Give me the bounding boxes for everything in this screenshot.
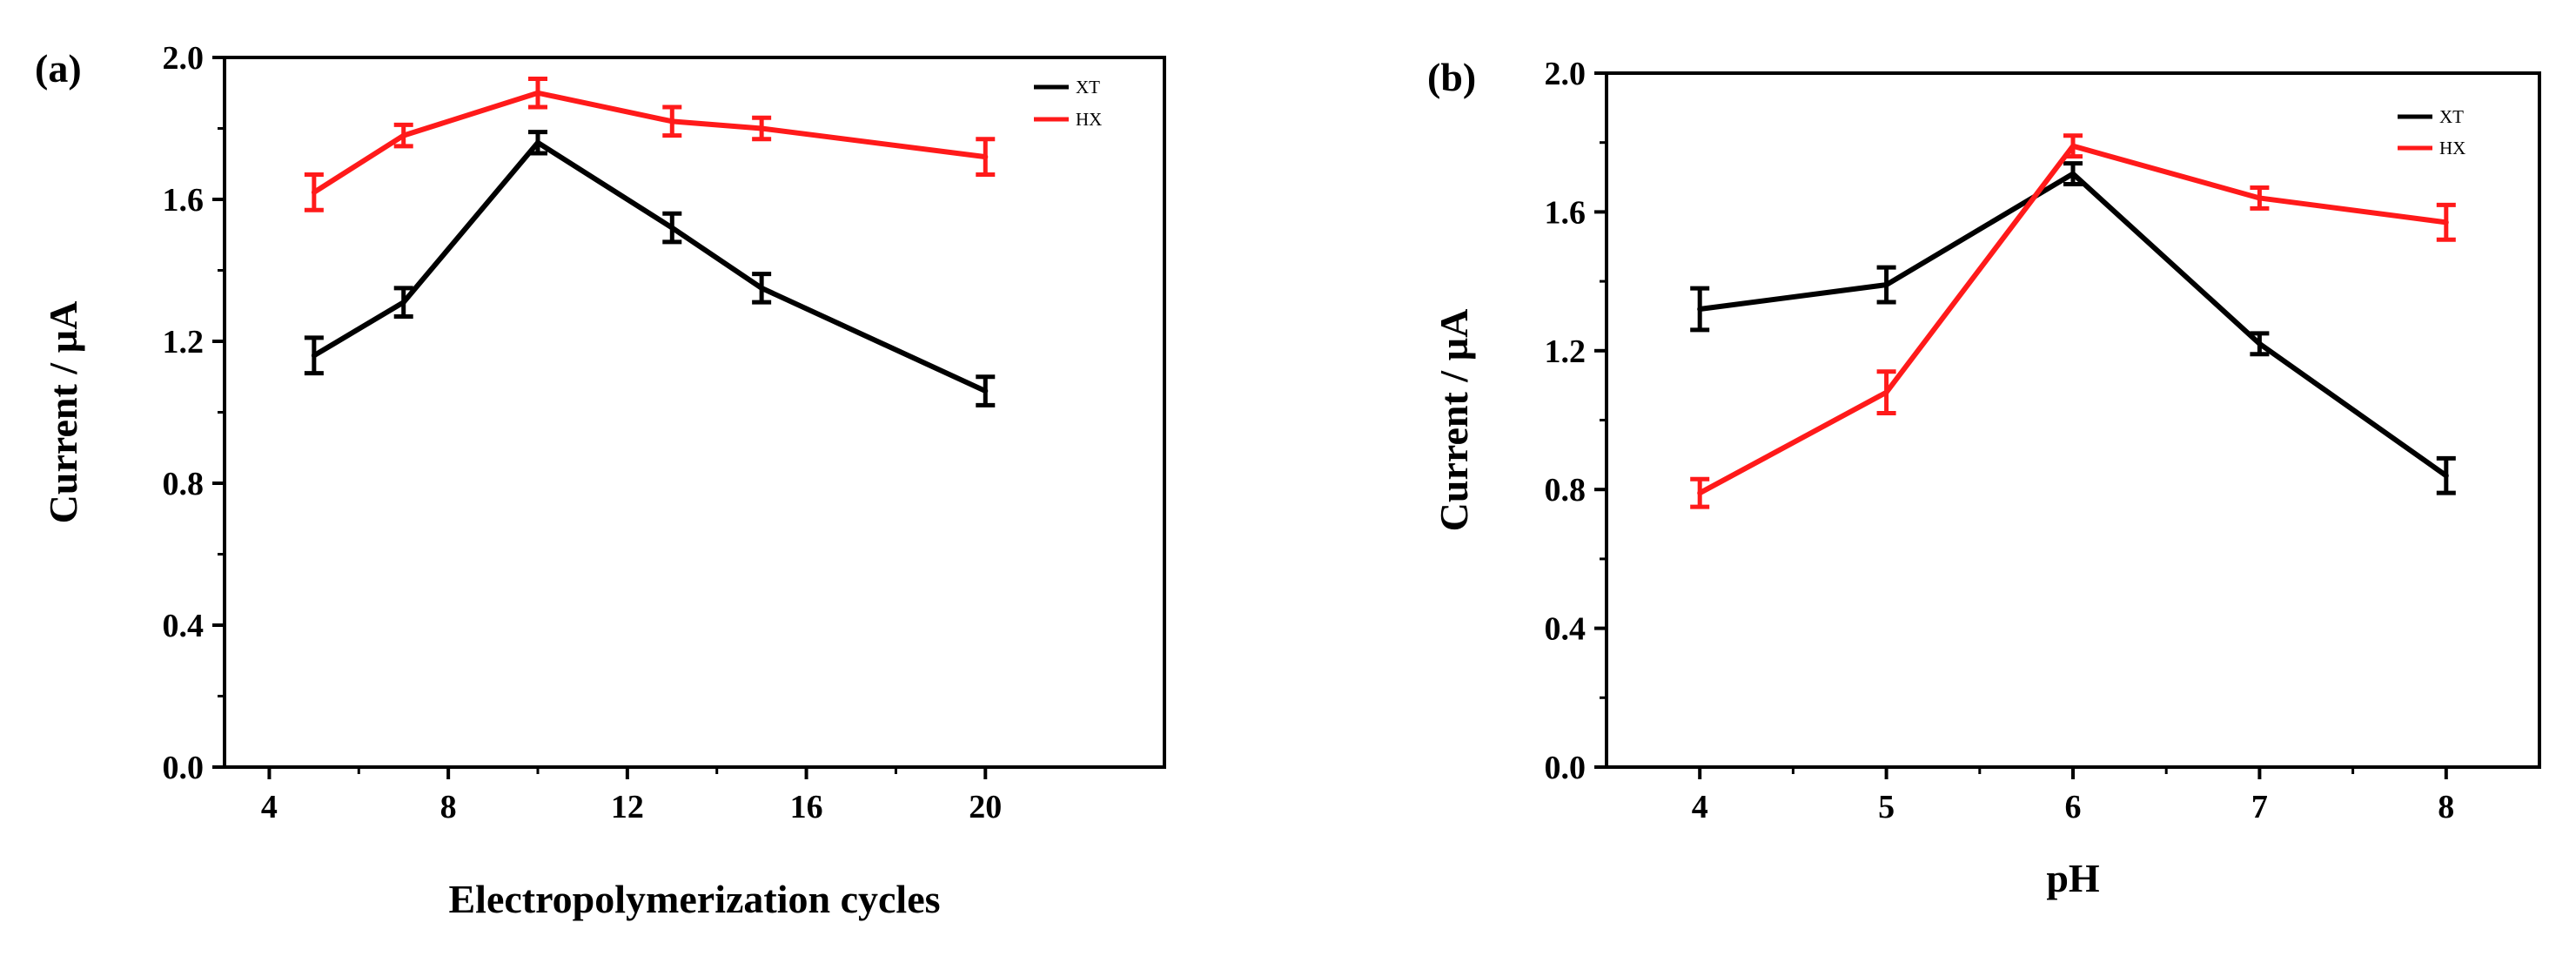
data-point [2443, 473, 2449, 479]
y-tick-label: 0.4 [1545, 611, 1587, 648]
error-bar [2436, 202, 2456, 242]
legend: XT HX [2398, 106, 2465, 158]
y-axis-title: Current / µA [41, 301, 85, 524]
series-line-xt [312, 139, 987, 394]
data-point [1883, 282, 1889, 288]
error-bar [662, 104, 682, 138]
x-tick-label: 4 [1692, 789, 1708, 825]
error-bar [2250, 331, 2270, 357]
data-point [1697, 306, 1703, 312]
series-hx [1690, 133, 2456, 509]
error-bar [1876, 369, 1896, 416]
panel-label: (b) [1427, 55, 1476, 99]
data-point [2070, 143, 2076, 149]
y-tick-label: 0.0 [1545, 750, 1587, 786]
error-bar [393, 122, 413, 149]
x-tick-label: 5 [1878, 789, 1895, 825]
error-bar [2063, 133, 2083, 159]
y-axis-title: Current / µA [1432, 309, 1476, 532]
series-line-hx [1698, 143, 2447, 495]
data-point [669, 225, 675, 231]
panel-a: (a) 0.0 0.4 0.8 1.2 1.6 2.0 4 8 12 16 20 Electropoly… [35, 40, 1166, 921]
y-tick-label: 0.8 [163, 466, 205, 502]
y-tick-label: 1.6 [1545, 194, 1587, 231]
data-point [311, 353, 317, 359]
x-tick-label: 8 [440, 789, 457, 825]
data-point [983, 388, 989, 394]
error-bar [976, 374, 996, 407]
x-axis-title: Electropolymerization cycles [448, 877, 940, 921]
legend-label-xt: XT [1076, 77, 1100, 98]
data-point [759, 125, 765, 131]
y-tick-label: 2.0 [1545, 56, 1587, 92]
data-point [2443, 219, 2449, 226]
error-bar [1876, 265, 1896, 305]
data-point [400, 132, 406, 138]
y-tick-label: 2.0 [163, 40, 205, 77]
data-point [311, 189, 317, 195]
data-point [2257, 195, 2263, 201]
error-bar [1690, 476, 1710, 509]
legend-label-xt: XT [2439, 106, 2464, 127]
data-point [2257, 340, 2263, 347]
error-bar [2063, 161, 2083, 187]
error-bar [1690, 286, 1710, 333]
x-tick-label: 16 [790, 789, 823, 825]
legend-label-hx: HX [1076, 109, 1102, 130]
series-xt [304, 130, 996, 407]
y-tick-label: 1.2 [163, 324, 205, 360]
data-point [2070, 171, 2076, 177]
data-point [669, 118, 675, 125]
error-bar [662, 211, 682, 245]
panel-label: (a) [35, 46, 82, 91]
y-tick-label: 1.6 [163, 182, 205, 219]
error-bar [2436, 455, 2456, 495]
series-xt [1690, 161, 2456, 495]
data-point [759, 285, 765, 291]
y-tick-label: 0.0 [163, 750, 205, 786]
legend-label-hx: HX [2439, 138, 2465, 158]
data-point [535, 139, 540, 145]
error-bar [393, 286, 413, 319]
error-bar [528, 130, 547, 156]
x-axis-title: pH [2046, 856, 2100, 900]
legend: XT HX [1034, 77, 1102, 130]
data-point [400, 300, 406, 306]
error-bar [976, 137, 996, 177]
x-tick-label: 4 [261, 789, 278, 825]
error-bar [528, 76, 547, 110]
panel-b: (b) 0.0 0.4 0.8 1.2 1.6 2.0 4 5 6 7 8 pH Current / µA… [1427, 55, 2541, 900]
x-tick-label: 8 [2438, 789, 2454, 825]
error-bar [304, 172, 324, 212]
data-point [535, 90, 540, 96]
error-bar [752, 115, 772, 142]
y-tick-label: 0.4 [163, 608, 205, 644]
data-point [983, 154, 989, 160]
error-bar [304, 335, 324, 376]
series-line-hx [312, 90, 986, 195]
y-tick-label: 1.2 [1545, 333, 1587, 370]
plot-frame [223, 56, 1166, 769]
y-tick-label: 0.8 [1545, 472, 1587, 508]
x-tick-label: 7 [2251, 789, 2268, 825]
data-point [1883, 389, 1889, 395]
data-point [1697, 490, 1703, 496]
error-bar [2250, 185, 2270, 211]
x-tick-label: 20 [969, 789, 1002, 825]
error-bar [752, 272, 772, 305]
series-hx [304, 76, 996, 212]
x-tick-label: 12 [611, 789, 644, 825]
x-tick-label: 6 [2065, 789, 2082, 825]
